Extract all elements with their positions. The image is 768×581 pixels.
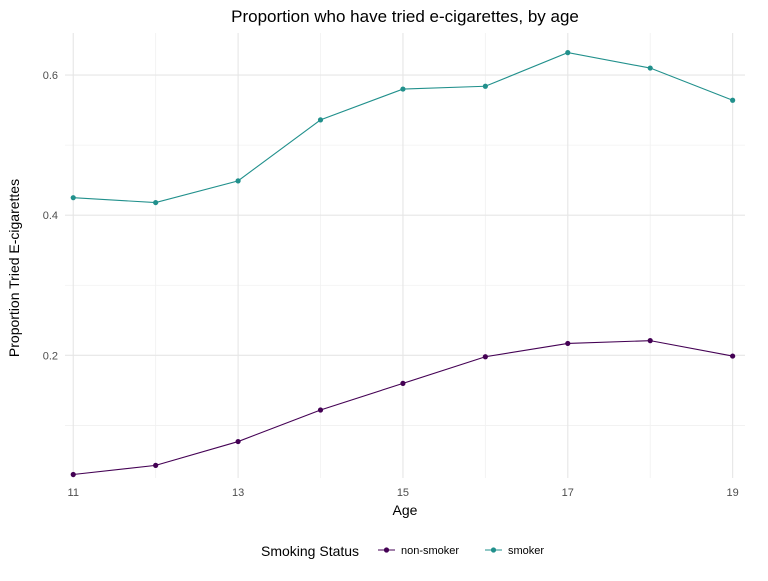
x-tick-label: 15 bbox=[397, 487, 409, 499]
legend-key-point-non-smoker bbox=[383, 547, 390, 553]
data-point-smoker bbox=[482, 83, 488, 89]
data-point-non-smoker bbox=[235, 438, 241, 445]
legend: Smoking Status non-smoker smoker bbox=[261, 543, 544, 559]
legend-key-point-smoker bbox=[490, 547, 497, 553]
y-axis-label: Proportion Tried E-cigarettes bbox=[6, 179, 22, 357]
data-point-non-smoker bbox=[153, 462, 159, 468]
data-point-smoker bbox=[70, 195, 76, 201]
x-tick-label: 11 bbox=[68, 487, 79, 499]
data-point-smoker bbox=[317, 117, 324, 123]
x-axis-label: Age bbox=[393, 502, 418, 518]
data-point-non-smoker bbox=[647, 338, 653, 344]
y-tick-label: 0.6 bbox=[43, 70, 58, 82]
y-tick-labels: 0.2 0.4 0.6 bbox=[43, 70, 58, 362]
data-point-smoker bbox=[565, 50, 571, 56]
x-tick-label: 17 bbox=[562, 487, 574, 499]
legend-title: Smoking Status bbox=[261, 543, 359, 559]
data-point-smoker bbox=[235, 178, 241, 184]
y-tick-label: 0.4 bbox=[43, 210, 58, 222]
x-tick-label: 19 bbox=[727, 487, 739, 499]
minor-gridlines bbox=[65, 33, 745, 478]
legend-label-smoker: smoker bbox=[508, 545, 544, 557]
data-point-non-smoker bbox=[400, 380, 406, 386]
chart-title: Proportion who have tried e-cigarettes, … bbox=[231, 7, 579, 26]
x-tick-label: 13 bbox=[232, 487, 244, 499]
y-tick-label: 0.2 bbox=[43, 350, 58, 362]
data-point-non-smoker bbox=[70, 471, 76, 478]
data-point-non-smoker bbox=[482, 354, 488, 360]
data-point-non-smoker bbox=[565, 340, 571, 347]
data-point-non-smoker bbox=[317, 407, 324, 413]
data-point-smoker bbox=[400, 86, 406, 92]
x-tick-labels: 11 13 15 17 19 bbox=[68, 487, 739, 499]
series-layer bbox=[70, 50, 736, 478]
data-point-smoker bbox=[647, 65, 653, 71]
data-point-non-smoker bbox=[730, 353, 736, 359]
major-gridlines bbox=[65, 33, 745, 478]
data-point-smoker bbox=[730, 97, 736, 103]
data-point-smoker bbox=[153, 199, 159, 206]
legend-label-non-smoker: non-smoker bbox=[401, 545, 459, 557]
